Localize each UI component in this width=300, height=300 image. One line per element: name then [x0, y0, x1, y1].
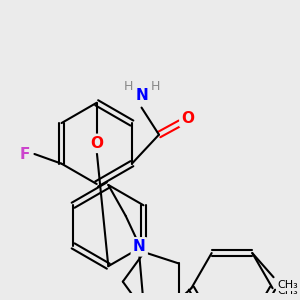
Text: N: N	[135, 88, 148, 104]
Text: H: H	[123, 80, 133, 93]
Text: CH₃: CH₃	[278, 280, 298, 290]
Text: O: O	[90, 136, 103, 151]
Text: F: F	[20, 146, 30, 161]
Text: N: N	[133, 239, 146, 254]
Text: H: H	[150, 80, 160, 93]
Text: O: O	[182, 111, 194, 126]
Text: CH₃: CH₃	[278, 286, 298, 296]
